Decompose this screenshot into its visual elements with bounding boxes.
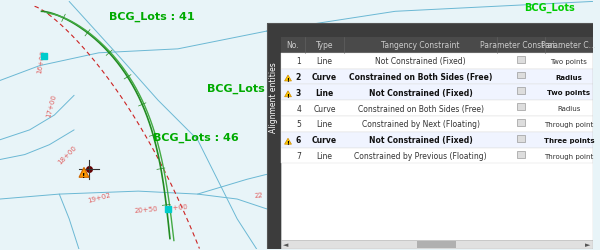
Text: 20+50: 20+50 <box>134 205 158 213</box>
Text: 4: 4 <box>296 104 301 113</box>
Text: Not Constrained (Fixed): Not Constrained (Fixed) <box>368 88 472 98</box>
Text: 5: 5 <box>296 120 301 129</box>
Bar <box>281 101 593 116</box>
Text: Parameter Constrai...: Parameter Constrai... <box>480 41 562 50</box>
Bar <box>281 148 593 164</box>
Text: No.: No. <box>286 41 299 50</box>
Text: Not Constrained (Fixed): Not Constrained (Fixed) <box>375 57 466 66</box>
Text: Constrained on Both Sides (Free): Constrained on Both Sides (Free) <box>349 73 492 82</box>
Bar <box>281 85 593 101</box>
Text: Parameter C...: Parameter C... <box>541 41 596 50</box>
Text: 6: 6 <box>296 136 301 145</box>
Bar <box>517 88 525 95</box>
Bar <box>517 135 525 142</box>
Text: Line: Line <box>316 88 334 98</box>
Text: Curve: Curve <box>312 136 337 145</box>
Text: BCG_Lots :: BCG_Lots : <box>208 83 274 93</box>
Text: !: ! <box>82 172 86 178</box>
Text: Through point: Through point <box>544 122 593 128</box>
Polygon shape <box>284 139 292 144</box>
Bar <box>281 38 593 54</box>
Text: Type: Type <box>316 41 334 50</box>
Text: !: ! <box>287 141 289 146</box>
Text: Alignment entities: Alignment entities <box>269 62 278 132</box>
Text: Line: Line <box>317 57 332 66</box>
Text: 21+00: 21+00 <box>164 203 188 211</box>
Text: Radius: Radius <box>557 106 581 112</box>
Bar <box>517 104 525 111</box>
Bar <box>517 151 525 158</box>
Text: Line: Line <box>317 152 332 160</box>
Bar <box>267 38 281 250</box>
Polygon shape <box>284 92 292 98</box>
Text: 16+00: 16+00 <box>37 49 47 74</box>
Text: Three points: Three points <box>544 137 594 143</box>
Bar <box>417 240 457 248</box>
Bar <box>281 240 593 250</box>
Text: 18+00: 18+00 <box>56 144 78 166</box>
Text: !: ! <box>287 94 289 98</box>
Text: 2: 2 <box>296 73 301 82</box>
Text: Curve: Curve <box>312 73 337 82</box>
Text: Two points: Two points <box>550 58 587 64</box>
Bar <box>281 116 593 132</box>
Text: Constrained on Both Sides (Free): Constrained on Both Sides (Free) <box>358 104 484 113</box>
Text: BCG_Lots : 46: BCG_Lots : 46 <box>153 132 239 142</box>
Text: Through point: Through point <box>544 153 593 159</box>
Bar <box>517 56 525 64</box>
Bar <box>281 38 593 250</box>
Text: Constrained by Next (Floating): Constrained by Next (Floating) <box>362 120 479 129</box>
Bar <box>517 72 525 79</box>
Text: 19+02: 19+02 <box>86 191 111 203</box>
Text: 17+00: 17+00 <box>46 94 58 118</box>
Text: ◄: ◄ <box>283 242 288 248</box>
Bar <box>267 24 593 38</box>
Text: BCG_Lots: BCG_Lots <box>524 2 574 12</box>
Text: BCG_Lots : 41: BCG_Lots : 41 <box>109 12 194 22</box>
Text: Curve: Curve <box>313 104 336 113</box>
Polygon shape <box>79 168 89 177</box>
Text: ►: ► <box>585 242 590 248</box>
Bar <box>267 24 593 250</box>
Bar <box>281 132 593 148</box>
Text: 7: 7 <box>296 152 301 160</box>
Text: Radius: Radius <box>556 74 582 80</box>
Bar <box>281 69 593 85</box>
Bar <box>281 54 593 69</box>
Text: Two points: Two points <box>547 90 590 96</box>
Text: Line: Line <box>317 120 332 129</box>
Bar <box>517 120 525 126</box>
Text: !: ! <box>287 78 289 83</box>
Text: 1: 1 <box>296 57 301 66</box>
Text: Not Constrained (Fixed): Not Constrained (Fixed) <box>368 136 472 145</box>
Polygon shape <box>284 76 292 82</box>
Text: 22: 22 <box>254 192 263 199</box>
Text: Constrained by Previous (Floating): Constrained by Previous (Floating) <box>354 152 487 160</box>
Text: Tangency Constraint: Tangency Constraint <box>382 41 460 50</box>
Text: 3: 3 <box>296 88 301 98</box>
